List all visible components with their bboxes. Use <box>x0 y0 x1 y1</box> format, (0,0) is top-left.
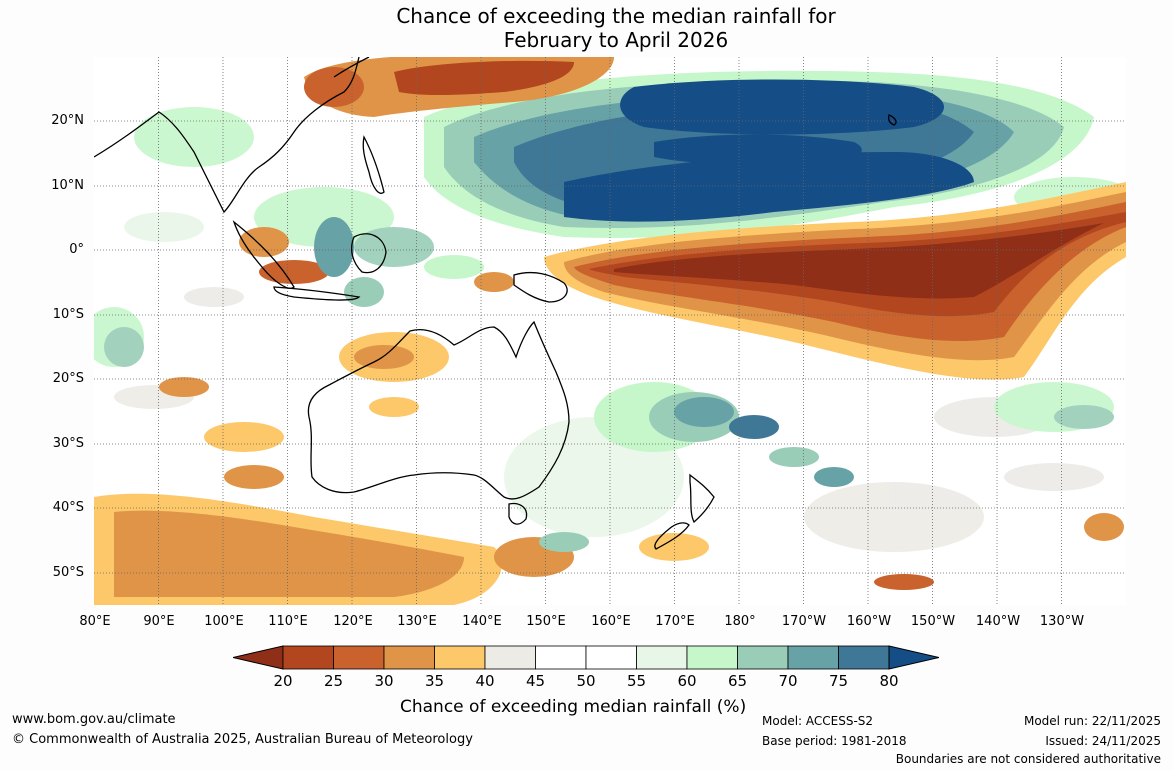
colorbar-bin-30-35 <box>383 645 435 670</box>
lon-label-130e: 130°E <box>397 614 437 629</box>
lon-label-90e: 90°E <box>143 614 175 629</box>
lon-label-110e: 110°E <box>268 614 308 629</box>
lat-label-10n: 10°N <box>51 178 84 193</box>
lat-label-20s: 20°S <box>52 371 84 386</box>
colorbar-bin-60-65 <box>686 645 738 670</box>
lon-label-150e: 150°E <box>526 614 566 629</box>
colorbar-tick-65: 65 <box>727 672 748 690</box>
dry-band-equator <box>544 182 1126 380</box>
lon-label-170e: 170°E <box>655 614 695 629</box>
map-gridlines <box>94 57 1126 605</box>
colorbar-bin-25-30 <box>333 645 385 670</box>
colorbar-bin-40-45 <box>484 645 536 670</box>
map-title: Chance of exceeding the median rainfall … <box>0 4 1173 52</box>
colorbar-tick-20: 20 <box>273 672 293 690</box>
colorbar-bin-70-75 <box>787 645 839 670</box>
wet-band-north <box>424 70 1094 238</box>
australia-coastline <box>307 320 570 500</box>
colorbar-title: Chance of exceeding median rainfall (%) <box>400 697 747 717</box>
footer-model-run: Model run: 22/11/2025 <box>1023 714 1161 728</box>
colorbar-tick-75: 75 <box>828 672 849 690</box>
lon-label-130w: 130°W <box>1039 614 1085 629</box>
footer-model: Model: ACCESS-S2 <box>762 714 874 728</box>
colorbar-bin-35-40 <box>434 645 486 670</box>
colorbar-tick-70: 70 <box>778 672 798 690</box>
colorbar <box>233 645 939 670</box>
colorbar-bin-65-70 <box>737 645 789 670</box>
footer-base-period: Base period: 1981-2018 <box>762 734 907 748</box>
lat-label-10s: 10°S <box>52 307 84 322</box>
lat-label-20n: 20°N <box>51 113 84 128</box>
colorbar-tick-35: 35 <box>424 672 445 690</box>
colorbar-tick-40: 40 <box>475 672 495 690</box>
colorbar-tick-30: 30 <box>374 672 394 690</box>
japan-coastline <box>333 57 370 78</box>
sumatra-coastline <box>232 220 295 289</box>
colorbar-bin-75-80 <box>838 645 890 670</box>
coastlines <box>94 57 897 550</box>
new-guinea-coastline <box>513 271 568 303</box>
dry-band-south <box>94 377 1124 605</box>
footer-issued: Issued: 24/11/2025 <box>1045 734 1161 748</box>
lon-label-180: 180° <box>724 614 756 629</box>
colorbar-tick-60: 60 <box>677 672 697 690</box>
borneo-coastline <box>351 233 387 274</box>
new-zealand-south <box>654 522 690 550</box>
dry-patch-north <box>304 57 614 117</box>
lon-label-140e: 140°E <box>462 614 502 629</box>
footer-website[interactable]: www.bom.gov.au/climate <box>12 712 176 727</box>
colorbar-below-triangle <box>233 645 284 670</box>
colorbar-tick-25: 25 <box>323 672 344 690</box>
colorbar-bin-20-25 <box>282 645 334 670</box>
colorbar-above-triangle <box>888 645 939 670</box>
colorbar-bin-50-55 <box>585 645 637 670</box>
lat-label-equator: 0° <box>69 242 84 257</box>
colorbar-tick-50: 50 <box>576 672 596 690</box>
tasmania-coastline <box>508 502 528 525</box>
lon-label-160e: 160°E <box>591 614 631 629</box>
australia-region-patches <box>339 332 854 487</box>
colorbar-tick-45: 45 <box>525 672 546 690</box>
new-zealand-north <box>689 473 715 524</box>
lon-label-120e: 120°E <box>333 614 373 629</box>
map-canvas <box>94 57 1126 605</box>
footer-copyright: © Commonwealth of Australia 2025, Austra… <box>12 732 473 747</box>
philippines-coastline <box>362 135 385 194</box>
lon-label-100e: 100°E <box>204 614 244 629</box>
footer-disclaimer: Boundaries are not considered authoritat… <box>895 752 1161 766</box>
colorbar-tick-80: 80 <box>879 672 899 690</box>
lon-label-140w: 140°W <box>975 614 1021 629</box>
lat-label-40s: 40°S <box>52 500 84 515</box>
lat-label-30s: 30°S <box>52 436 84 451</box>
lon-label-80e: 80°E <box>79 614 111 629</box>
asia-coastline <box>94 57 360 214</box>
lon-label-150w: 150°W <box>910 614 956 629</box>
title-line-1: Chance of exceeding the median rainfall … <box>396 4 836 28</box>
lon-label-170w: 170°W <box>781 614 827 629</box>
java-coastline <box>273 286 361 301</box>
colorbar-bin-45-50 <box>535 645 587 670</box>
lat-label-50s: 50°S <box>52 565 84 580</box>
background-speckle <box>94 107 1126 552</box>
colorbar-bin-55-60 <box>636 645 688 670</box>
title-line-2: February to April 2026 <box>503 28 729 52</box>
rainfall-map <box>94 57 1126 605</box>
hawaii-island <box>888 114 897 126</box>
colorbar-tick-55: 55 <box>626 672 647 690</box>
lon-label-160w: 160°W <box>846 614 892 629</box>
